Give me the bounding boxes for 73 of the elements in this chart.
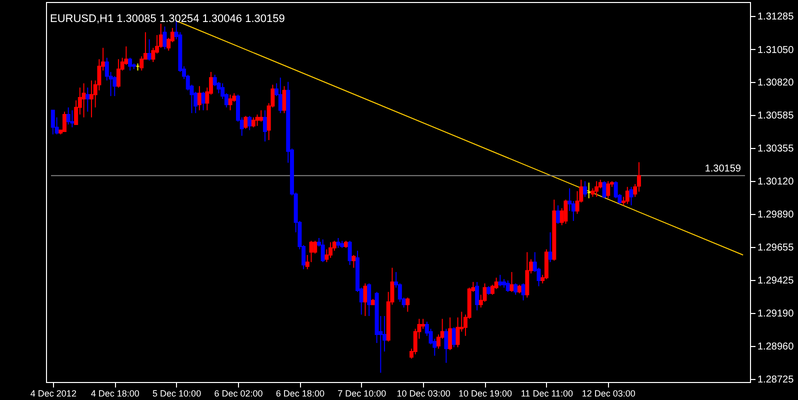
- candlestick: [320, 238, 325, 263]
- x-tick-label: 4 Dec 2012: [30, 388, 76, 398]
- candlestick: [259, 110, 264, 122]
- text: EURUSD,H1 1.30085 1.30254 1.30046 1.30159: [50, 13, 285, 25]
- candlestick: [116, 58, 120, 88]
- y-tick-label: 1.31285: [758, 11, 794, 22]
- candlestick: [475, 281, 480, 311]
- candlestick: [582, 180, 587, 198]
- candlestick: [328, 242, 333, 258]
- y-tick-label: 1.29425: [758, 275, 794, 286]
- candlestick: [89, 80, 94, 118]
- candlestick: [625, 186, 630, 204]
- candlestick: [197, 86, 202, 111]
- candlestick: [112, 76, 117, 97]
- y-tick-label: 1.30355: [758, 143, 794, 154]
- y-tick-label: 1.31050: [758, 44, 794, 56]
- candlestick: [228, 94, 232, 111]
- candlestick: [278, 77, 282, 114]
- x-tick-label: 11 Dec 11:00: [520, 388, 574, 398]
- candlestick: [506, 280, 510, 292]
- y-tick-label: 1.30585: [758, 110, 794, 122]
- candlestick: [70, 110, 74, 128]
- candlestick: [510, 272, 514, 292]
- candlestick: [348, 240, 352, 266]
- y-tick-label: 1.29890: [758, 209, 794, 220]
- candlestick: [128, 57, 132, 72]
- candlestick: [201, 91, 206, 111]
- candlestick: [336, 237, 340, 248]
- candlestick: [162, 26, 167, 50]
- candlestick: [594, 180, 599, 198]
- candlestick: [606, 180, 610, 199]
- candlestick: [367, 282, 372, 317]
- candlestick: [629, 186, 634, 206]
- candlestick: [244, 115, 248, 130]
- candlestick: [248, 115, 252, 131]
- ref-line-label: 1.30159: [704, 164, 742, 175]
- candlestick: [498, 274, 502, 287]
- candlestick: [514, 282, 518, 296]
- x-tick-label: 6 Dec 02:00: [214, 388, 263, 398]
- y-tick-label: 1.28725: [758, 374, 794, 386]
- candlestick: [421, 318, 426, 330]
- candlestick: [556, 204, 560, 224]
- y-tick-label: 1.29190: [758, 308, 794, 320]
- candlestick: [313, 240, 318, 254]
- candlestick: [444, 328, 448, 364]
- x-tick-label: 10 Dec 03:00: [396, 388, 450, 398]
- candlestick: [564, 199, 568, 224]
- y-tick-label: 1.28960: [758, 341, 794, 352]
- candlestick: [548, 232, 552, 263]
- candlestick: [602, 180, 606, 199]
- y-tick-label: 1.30120: [758, 176, 794, 188]
- candlestick: [448, 316, 452, 351]
- x-tick-label: 4 Dec 18:00: [90, 388, 140, 398]
- candlestick: [50, 110, 55, 135]
- candlestick: [352, 254, 356, 268]
- candlestick: [66, 106, 70, 125]
- candlestick: [86, 87, 90, 112]
- candlestick: [452, 326, 456, 348]
- y-tick-label: 1.29655: [758, 242, 794, 254]
- candlestick: [309, 240, 314, 263]
- candlestick: [406, 297, 410, 312]
- candlestick: [262, 110, 267, 142]
- x-tick-label: 7 Dec 10:00: [338, 388, 386, 398]
- x-tick-label: 6 Dec 18:00: [276, 388, 324, 398]
- candlestick: [62, 111, 66, 132]
- candlestick: [251, 116, 256, 128]
- x-tick-label: 10 Dec 19:00: [458, 388, 512, 398]
- y-tick-label: 1.30820: [758, 77, 794, 88]
- candlestick: [140, 56, 144, 72]
- candlestick: [363, 282, 368, 317]
- x-tick-label: 5 Dec 10:00: [152, 388, 202, 398]
- x-tick-label: 12 Dec 03:00: [582, 388, 636, 398]
- candlestick: [82, 82, 86, 118]
